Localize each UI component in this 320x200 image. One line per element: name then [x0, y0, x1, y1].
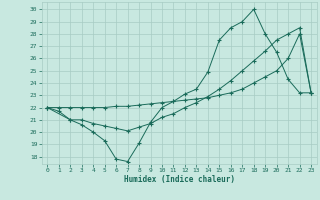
X-axis label: Humidex (Indice chaleur): Humidex (Indice chaleur) [124, 175, 235, 184]
